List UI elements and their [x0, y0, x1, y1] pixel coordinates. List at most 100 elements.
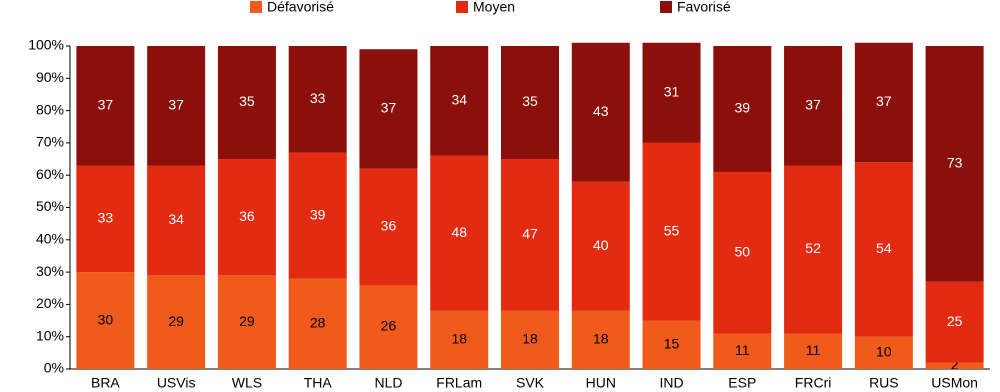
data-label: 11	[735, 342, 750, 358]
data-label: 15	[664, 335, 680, 351]
x-tick-label: RUS	[869, 375, 899, 391]
bar-segment	[288, 278, 347, 369]
data-label: 37	[381, 100, 397, 116]
data-label: 34	[168, 211, 184, 227]
legend-label: Moyen	[473, 0, 515, 15]
data-label: 29	[239, 313, 255, 329]
y-tick-label: 90%	[36, 69, 64, 85]
data-label: 25	[947, 313, 963, 329]
legend-swatch	[660, 1, 672, 13]
bar-segment	[288, 152, 347, 279]
x-tick-label: WLS	[232, 375, 262, 391]
bar-segment	[925, 362, 984, 369]
bar-segment	[571, 42, 630, 182]
data-label: 26	[381, 318, 397, 334]
data-label: 34	[451, 92, 467, 108]
bar-segment	[854, 42, 913, 163]
data-label: 35	[239, 93, 255, 109]
legend-swatch	[456, 1, 468, 13]
bar-segment	[359, 49, 418, 169]
bar-segment	[784, 165, 843, 334]
bar-segment	[713, 333, 772, 369]
data-label: 11	[806, 342, 821, 358]
bar-segment	[288, 46, 347, 153]
data-label: 43	[593, 103, 609, 119]
x-tick-label: FRLam	[436, 375, 482, 391]
x-tick-label: USVis	[157, 375, 196, 391]
bar-segment	[147, 165, 206, 276]
y-tick-label: 10%	[36, 327, 64, 343]
data-label: 37	[876, 93, 892, 109]
data-label: 37	[98, 96, 114, 112]
data-label: 33	[98, 210, 114, 226]
bar-segment	[642, 320, 701, 369]
x-tick-label: ESP	[728, 375, 756, 391]
bar-segment	[713, 171, 772, 334]
x-tick-label: THA	[304, 375, 333, 391]
bar-segment	[430, 46, 489, 156]
y-tick-label: 0%	[44, 360, 64, 376]
data-label: 37	[168, 96, 184, 112]
bar-segment	[713, 46, 772, 172]
bar-segment	[854, 162, 913, 337]
data-label: 48	[451, 224, 467, 240]
x-tick-label: NLD	[374, 375, 402, 391]
bar-segment	[571, 181, 630, 311]
data-label: 31	[664, 84, 680, 100]
bar-segment	[642, 142, 701, 321]
bar-segment	[784, 46, 843, 166]
data-label: 50	[735, 243, 751, 259]
data-label: 55	[664, 222, 680, 238]
bar-segment	[571, 310, 630, 369]
data-label: 33	[310, 90, 326, 106]
bar-segment	[501, 46, 559, 160]
x-tick-label: IND	[659, 375, 683, 391]
bar-segment	[76, 272, 135, 369]
y-tick-label: 80%	[36, 101, 64, 117]
data-label: 2	[951, 356, 959, 372]
data-label: 40	[593, 237, 609, 253]
data-label: 18	[593, 331, 609, 347]
bar-segment	[217, 275, 276, 369]
data-label: 73	[947, 155, 963, 171]
y-tick-label: 30%	[36, 263, 64, 279]
y-tick-label: 50%	[36, 198, 64, 214]
data-label: 35	[522, 93, 538, 109]
x-tick-label: BRA	[91, 375, 120, 391]
bar-segment	[925, 281, 984, 363]
y-tick-label: 100%	[28, 37, 64, 53]
y-tick-label: 70%	[36, 134, 64, 150]
data-label: 36	[239, 208, 255, 224]
y-tick-label: 60%	[36, 166, 64, 182]
y-tick-label: 20%	[36, 295, 64, 311]
legend-label: Défavorisé	[267, 0, 334, 15]
x-tick-label: FRCri	[795, 375, 832, 391]
data-label: 18	[522, 331, 538, 347]
x-tick-label: HUN	[586, 375, 616, 391]
data-label: 54	[876, 240, 892, 256]
bar-segment	[76, 165, 135, 273]
data-label: 28	[310, 314, 326, 330]
x-tick-label: USMon	[931, 375, 978, 391]
bar-segment	[147, 46, 206, 166]
data-label: 52	[805, 240, 821, 256]
data-label: 18	[451, 331, 467, 347]
bar-segment	[854, 336, 913, 369]
bar-segment	[76, 46, 135, 166]
bar-segment	[217, 46, 276, 160]
data-label: 10	[876, 344, 892, 360]
legend-label: Favorisé	[677, 0, 731, 15]
bar-segment	[501, 310, 559, 369]
bar-segment	[430, 310, 489, 369]
bar-segment	[217, 159, 276, 276]
bar-segment	[784, 333, 843, 369]
data-label: 39	[310, 206, 326, 222]
data-label: 29	[168, 313, 184, 329]
data-label: 30	[98, 311, 114, 327]
bar-segment	[501, 159, 559, 311]
bar-segment	[925, 46, 984, 282]
bar-segment	[642, 42, 701, 143]
bar-segment	[359, 285, 418, 369]
data-label: 47	[522, 226, 538, 242]
